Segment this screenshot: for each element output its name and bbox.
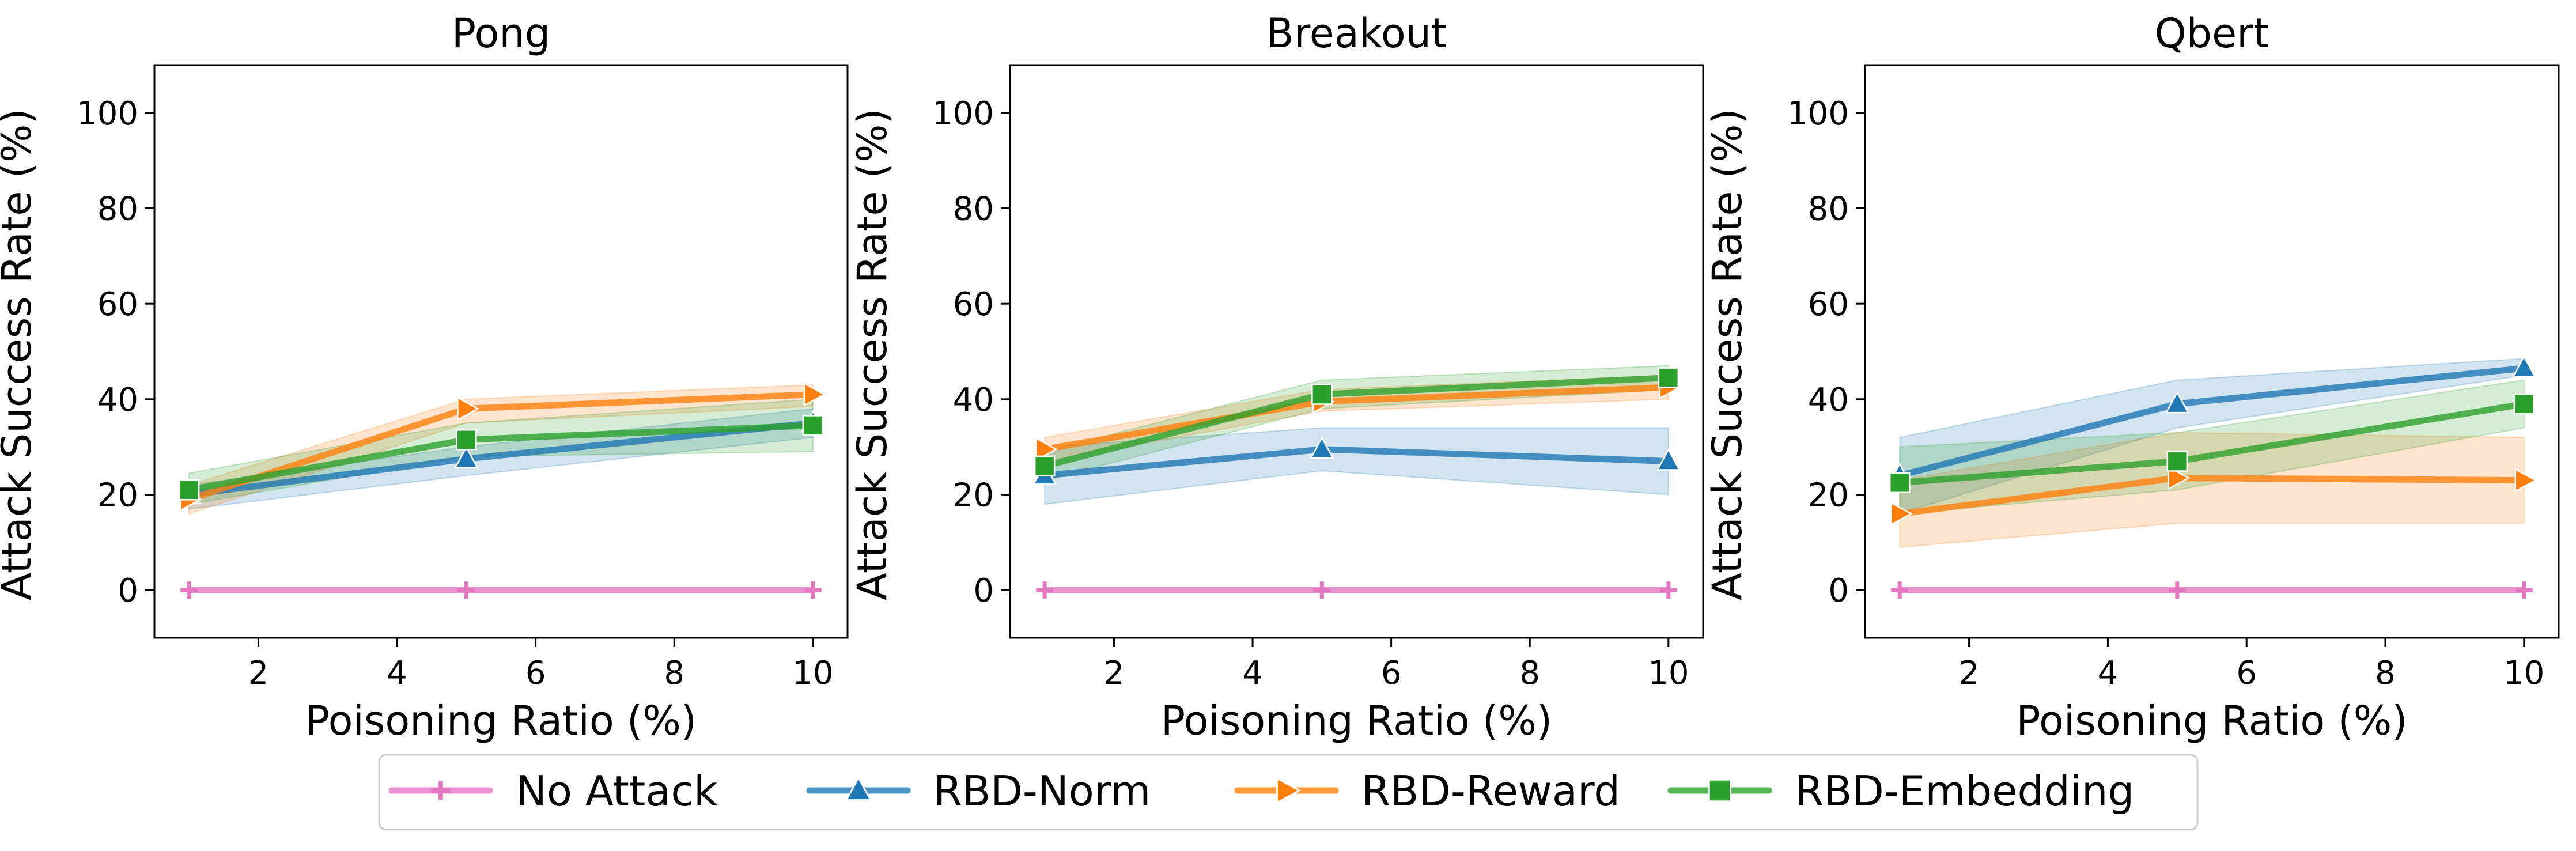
- panel-qbert-xtick-label-6: 6: [2236, 655, 2257, 692]
- panel-breakout-point-rbd-norm-10: [1656, 448, 1681, 471]
- panel-qbert-ylabel: Attack Success Rate (%): [1704, 108, 1751, 600]
- panel-breakout-ylabel: Attack Success Rate (%): [849, 108, 896, 600]
- panel-breakout-ytick-label-0: 0: [973, 572, 994, 610]
- legend-item-no-attack-marker: [431, 781, 451, 800]
- panel-qbert-point-no-attack-10: [2515, 581, 2533, 599]
- panel-breakout-xtick-label-10: 10: [1648, 655, 1689, 692]
- panel-breakout-xtick-label-8: 8: [1519, 655, 1540, 692]
- panel-breakout-point-no-attack-1: [1036, 581, 1054, 599]
- panel-breakout-plot-area: [1010, 65, 1703, 638]
- panel-breakout-xtick-label-4: 4: [1242, 655, 1263, 692]
- panel-qbert-point-rbd-norm-5: [2165, 391, 2189, 414]
- panel-pong-point-rbd-embedding-10: [802, 415, 824, 436]
- panel-pong-ytick-label-40: 40: [97, 381, 138, 419]
- panel-qbert-ytick-label-80: 80: [1808, 191, 1849, 228]
- panel-breakout-ytick-label-80: 80: [953, 191, 994, 228]
- panel-breakout-band-rbd-norm: [1044, 427, 1669, 505]
- legend-item-rbd-embedding-label: RBD-Embedding: [1795, 767, 2134, 815]
- panel-qbert-point-rbd-embedding-10: [2513, 393, 2535, 415]
- panel-qbert-xlabel: Poisoning Ratio (%): [2016, 697, 2407, 744]
- panel-qbert-band-rbd-reward: [1899, 432, 2525, 548]
- panel-breakout-ytick-label-100: 100: [932, 95, 994, 133]
- legend-item-rbd-norm: RBD-Norm: [806, 767, 1151, 815]
- panel-pong-point-no-attack-10: [804, 581, 822, 599]
- panel-pong-xlabel: Poisoning Ratio (%): [305, 697, 697, 744]
- panel-pong-point-no-attack-5: [457, 581, 475, 599]
- panel-pong-xtick-label-6: 6: [525, 655, 546, 692]
- panel-pong-ytick-label-100: 100: [77, 95, 138, 133]
- panel-pong-point-rbd-norm-5: [454, 445, 479, 468]
- legend-item-rbd-embedding: RBD-Embedding: [1667, 767, 2134, 815]
- panel-qbert-point-rbd-reward-1: [1890, 501, 1913, 526]
- panel-breakout-title: Breakout: [1266, 10, 1447, 57]
- panel-qbert-ytick-label-0: 0: [1828, 572, 1849, 610]
- panel-breakout-point-rbd-norm-5: [1310, 436, 1334, 459]
- panel-pong-point-rbd-embedding-5: [456, 429, 477, 451]
- panel-breakout-point-rbd-embedding-10: [1658, 367, 1679, 388]
- panel-breakout-point-no-attack-10: [1659, 581, 1677, 599]
- panel-qbert-point-rbd-embedding-1: [1889, 472, 1911, 494]
- panel-qbert-point-no-attack-5: [2168, 581, 2186, 599]
- panel-qbert-xtick-label-4: 4: [2098, 655, 2119, 692]
- panel-pong-ytick-label-0: 0: [118, 572, 138, 610]
- panel-breakout-point-no-attack-5: [1313, 581, 1331, 599]
- legend-item-rbd-reward: RBD-Reward: [1234, 767, 1620, 815]
- legend-item-rbd-norm-marker: [845, 776, 872, 801]
- panel-breakout-ytick-label-40: 40: [953, 381, 994, 419]
- panel-pong-xtick-label-10: 10: [792, 655, 833, 692]
- panel-pong-xtick-label-8: 8: [664, 655, 684, 692]
- panel-qbert-ytick-label-20: 20: [1808, 477, 1849, 515]
- panel-qbert-point-rbd-norm-10: [2511, 355, 2536, 378]
- panel-breakout-xlabel: Poisoning Ratio (%): [1161, 697, 1552, 744]
- panel-breakout-point-rbd-embedding-1: [1034, 455, 1056, 477]
- panel-pong-xtick-label-4: 4: [387, 655, 407, 692]
- panel-qbert-point-rbd-reward-10: [2514, 468, 2537, 493]
- panel-qbert-xtick-label-10: 10: [2503, 655, 2544, 692]
- panel-qbert-ytick-label-40: 40: [1808, 381, 1849, 419]
- panel-pong-ytick-label-20: 20: [97, 477, 138, 515]
- panel-breakout-ytick-label-60: 60: [953, 286, 994, 323]
- panel-pong-ylabel: Attack Success Rate (%): [0, 108, 40, 600]
- legend-item-rbd-reward-label: RBD-Reward: [1361, 767, 1620, 815]
- legend-item-rbd-norm-label: RBD-Norm: [933, 767, 1151, 815]
- panel-breakout-point-rbd-reward-1: [1035, 437, 1058, 462]
- panel-breakout-xtick-label-6: 6: [1381, 655, 1402, 692]
- panel-pong-xtick-label-2: 2: [248, 655, 269, 692]
- legend-item-no-attack: No Attack: [388, 767, 718, 815]
- legend-item-no-attack-label: No Attack: [516, 767, 718, 815]
- panel-qbert-point-rbd-reward-5: [2168, 466, 2191, 490]
- panel-qbert-frame: [1864, 64, 2560, 639]
- panel-qbert-ytick-label-60: 60: [1808, 286, 1849, 323]
- panel-breakout-xtick-label-2: 2: [1104, 655, 1125, 692]
- panel-qbert-xtick-label-8: 8: [2375, 655, 2396, 692]
- panel-pong-point-rbd-embedding-1: [178, 479, 200, 501]
- panel-qbert-plot-area: [1865, 65, 2559, 638]
- legend-items: No Attack RBD-Norm RBD-Reward RBD-Embedding: [388, 767, 2134, 815]
- panel-qbert-ytick-label-100: 100: [1787, 95, 1849, 133]
- panel-qbert-point-no-attack-1: [1891, 581, 1909, 599]
- panel-qbert-title: Qbert: [2155, 10, 2269, 57]
- panel-pong-plot-area: [154, 65, 848, 638]
- panel-pong-ytick-label-80: 80: [97, 191, 138, 228]
- panel-pong-ytick-label-60: 60: [97, 286, 138, 323]
- panel-breakout-frame: [1009, 64, 1704, 639]
- panel-qbert-point-rbd-embedding-5: [2166, 451, 2188, 472]
- panel-pong-point-rbd-reward-10: [803, 382, 826, 407]
- panel-pong-point-rbd-reward-5: [457, 396, 479, 421]
- legend-item-rbd-embedding-marker: [1708, 778, 1732, 803]
- panel-breakout-point-rbd-embedding-5: [1311, 384, 1333, 405]
- panel-pong-point-no-attack-1: [180, 581, 198, 599]
- legend-item-rbd-reward-marker: [1276, 777, 1301, 804]
- panel-qbert-xtick-label-2: 2: [1959, 655, 1980, 692]
- panel-breakout-ytick-label-20: 20: [953, 477, 994, 515]
- panel-pong-title: Pong: [452, 10, 550, 57]
- legend: No Attack RBD-Norm RBD-Reward RBD-Embedding: [378, 754, 2199, 831]
- panel-pong-frame: [153, 64, 849, 639]
